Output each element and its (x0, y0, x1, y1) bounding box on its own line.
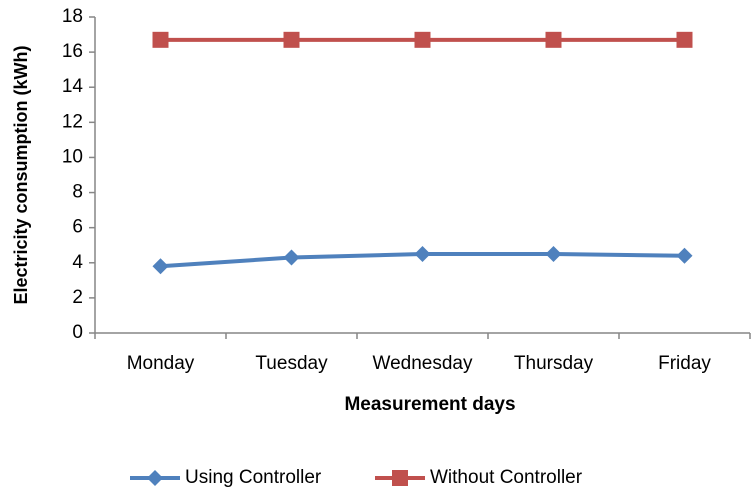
x-tick-label: Wednesday (373, 353, 473, 374)
legend-marker (392, 470, 408, 486)
x-axis-title: Measurement days (344, 394, 515, 415)
data-point (152, 31, 169, 48)
data-point (152, 258, 169, 275)
data-point (283, 249, 300, 266)
y-axis-title: Electricity consumption (kWh) (11, 45, 31, 304)
y-tick-label: 16 (62, 41, 83, 62)
y-tick-label: 4 (72, 252, 83, 273)
y-tick-label: 10 (62, 146, 83, 167)
y-tick-label: 2 (72, 287, 83, 308)
data-point (545, 31, 562, 48)
x-tick-label: Thursday (514, 353, 594, 374)
data-point (676, 31, 693, 48)
legend-label: Using Controller (185, 467, 322, 488)
data-point (414, 31, 431, 48)
x-tick-label: Friday (658, 353, 711, 374)
x-tick-label: Tuesday (255, 353, 328, 374)
y-tick-label: 6 (72, 217, 83, 238)
legend-label: Without Controller (430, 467, 583, 488)
y-tick-label: 18 (62, 6, 83, 27)
data-point (283, 31, 300, 48)
data-point (676, 247, 693, 264)
y-tick-label: 14 (62, 76, 84, 97)
x-tick-label: Monday (127, 353, 195, 374)
y-tick-label: 8 (72, 182, 83, 203)
y-tick-label: 0 (72, 322, 83, 343)
legend-marker (147, 470, 163, 486)
data-point (414, 246, 431, 262)
y-tick-label: 12 (62, 111, 83, 132)
data-point (545, 246, 562, 262)
